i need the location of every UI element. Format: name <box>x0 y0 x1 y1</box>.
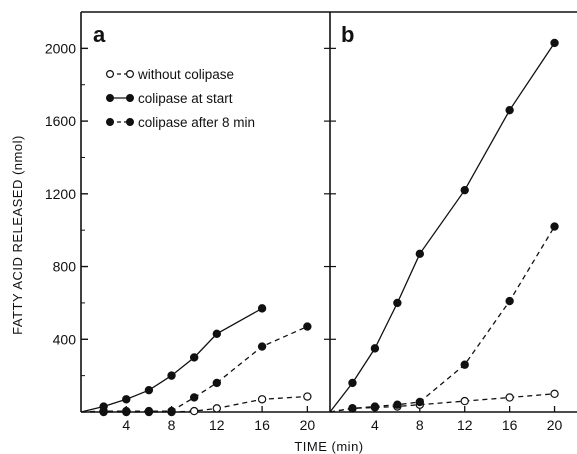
data-point-b-0 <box>550 389 559 399</box>
y-axis-title: FATTY ACID RELEASED (nmol) <box>10 135 25 335</box>
legend-marker <box>125 117 134 126</box>
data-point-b-1 <box>460 185 469 195</box>
panel-b-series <box>329 38 559 413</box>
data-point-a-2 <box>257 342 267 351</box>
data-point-b-1 <box>393 298 402 308</box>
data-point-b-1 <box>415 249 425 259</box>
data-point-a-1 <box>189 353 199 362</box>
data-point-b-1 <box>370 344 380 353</box>
legend-label: colipase at start <box>138 91 233 106</box>
data-point-a-2 <box>189 393 199 402</box>
legend-marker <box>105 93 114 102</box>
data-point-a-2 <box>99 406 108 416</box>
y-tick-label: 2000 <box>45 40 76 56</box>
ticks: 400 800 1200 1600 2000 4 8 12 16 20 4 8 12 16 20 <box>45 40 563 433</box>
legend-marker <box>105 117 114 126</box>
x-tick-label-b: 20 <box>547 417 563 433</box>
y-tick-label: 1200 <box>45 186 76 202</box>
legend-label: colipase after 8 min <box>138 115 255 130</box>
data-point-a-2 <box>144 406 154 416</box>
data-point-a-1 <box>122 395 131 404</box>
panel-a-letter: a <box>93 22 106 47</box>
legend: without colipase colipase at start colipas… <box>105 67 255 130</box>
series-line-b-2 <box>329 226 556 413</box>
data-point-b-2 <box>348 404 357 413</box>
x-tick-label-b: 16 <box>502 417 518 433</box>
panel-b-letter: b <box>341 22 354 47</box>
x-tick-label-a: 20 <box>300 417 316 433</box>
data-point-a-0 <box>189 406 199 416</box>
data-point-b-2 <box>415 397 425 407</box>
x-tick-label-b: 8 <box>416 417 424 433</box>
data-point-b-1 <box>550 38 559 48</box>
data-point-b-2 <box>460 360 469 369</box>
legend-marker <box>105 69 114 78</box>
legend-marker <box>125 93 134 102</box>
data-point-b-2 <box>550 222 559 231</box>
legend-label: without colipase <box>137 67 234 82</box>
data-point-a-0 <box>303 392 312 401</box>
x-tick-label-b: 4 <box>371 417 379 433</box>
x-tick-label-a: 4 <box>122 417 130 433</box>
y-tick-label: 800 <box>53 259 77 275</box>
data-point-b-0 <box>460 396 469 406</box>
legend-marker <box>125 69 134 78</box>
data-point-b-0 <box>505 393 514 402</box>
data-point-a-1 <box>257 304 267 313</box>
data-point-a-2 <box>167 406 176 416</box>
data-point-b-1 <box>505 105 514 115</box>
data-point-b-1 <box>348 378 357 388</box>
x-tick-label-a: 12 <box>209 417 225 433</box>
data-point-b-2 <box>505 296 514 306</box>
series-line-b-1 <box>329 42 556 413</box>
series-line-a-1 <box>80 307 263 413</box>
panel-a-series <box>80 304 312 417</box>
data-point-a-0 <box>257 395 267 404</box>
y-tick-label: 400 <box>53 331 77 347</box>
y-tick-label: 1600 <box>45 113 76 129</box>
series-line-b-0 <box>329 393 555 413</box>
data-point-b-2 <box>370 402 380 411</box>
x-tick-label-a: 8 <box>168 417 176 433</box>
x-axis-title: TIME (min) <box>294 439 363 454</box>
data-point-b-2 <box>393 400 402 409</box>
data-point-a-2 <box>212 378 222 388</box>
data-point-a-1 <box>144 385 154 395</box>
data-point-a-1 <box>167 371 176 380</box>
data-point-a-1 <box>212 329 222 339</box>
x-tick-label-b: 12 <box>457 417 473 433</box>
data-point-a-0 <box>212 404 222 413</box>
data-point-a-2 <box>303 322 312 331</box>
x-tick-label-a: 16 <box>254 417 270 433</box>
data-point-a-2 <box>122 406 131 416</box>
